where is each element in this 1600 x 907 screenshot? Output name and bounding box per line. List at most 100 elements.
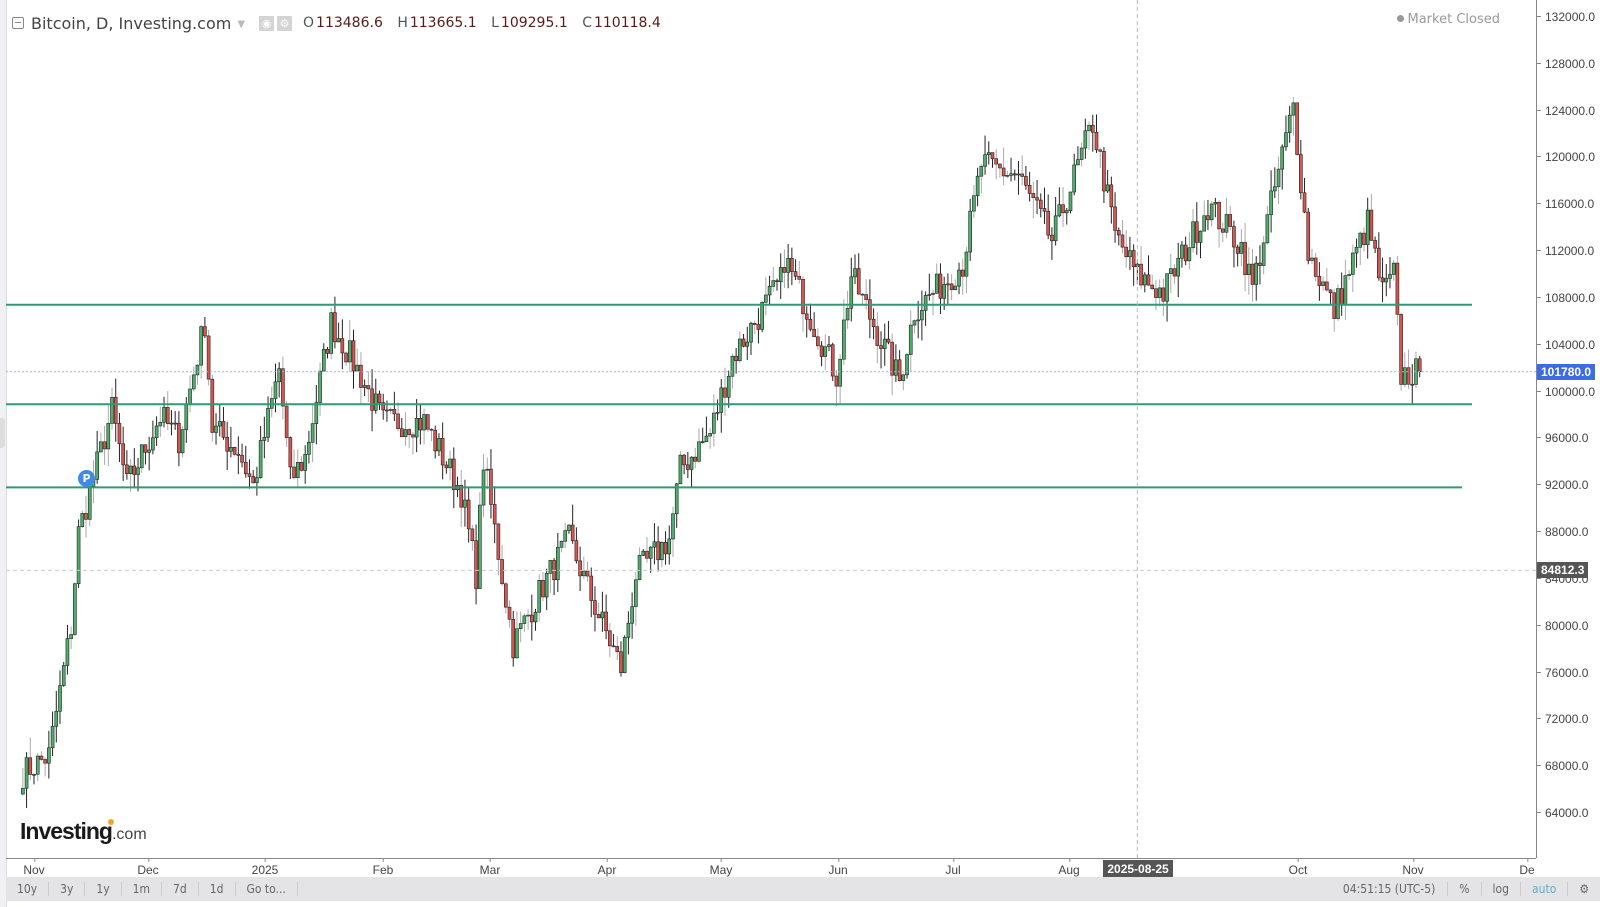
symbol-title[interactable]: Bitcoin, D, Investing.com (31, 13, 232, 33)
low-value: 109295.1 (500, 15, 568, 31)
y-tick-label: 128000.0 (1536, 57, 1595, 71)
candle-down (1243, 242, 1247, 275)
candle-down (1116, 230, 1121, 236)
status-dot-icon (1396, 15, 1404, 22)
range-10y-button[interactable]: 10y (6, 882, 50, 896)
candle-down (1339, 288, 1344, 306)
candle-up (47, 747, 51, 764)
candle-down (589, 575, 594, 601)
candle-up (537, 579, 542, 613)
candle-down (834, 375, 839, 387)
candle-up (934, 273, 939, 294)
range-3y-button[interactable]: 3y (49, 882, 86, 896)
candle-down (790, 258, 794, 272)
candle-down (351, 340, 356, 372)
y-tick-label: 112000.0 (1536, 244, 1594, 258)
candle-up (147, 449, 151, 453)
side-panel-handle[interactable] (0, 418, 5, 448)
candle-up (35, 755, 40, 775)
gear-icon[interactable]: ⚙ (277, 15, 293, 31)
candle-down (1172, 268, 1177, 277)
settings-gear-icon[interactable]: ⚙ (1567, 882, 1600, 896)
candle-down (451, 458, 456, 490)
candle-up (136, 467, 140, 475)
candle-up (1009, 173, 1013, 176)
candle-down (1232, 226, 1236, 248)
candle-up (1261, 242, 1266, 266)
candle-up (767, 285, 772, 296)
y-tick-label: 108000.0 (1536, 291, 1595, 305)
candle-up (842, 319, 846, 360)
candle-up (362, 385, 367, 388)
candle-down (221, 421, 226, 438)
candle-down (960, 269, 965, 277)
candle-down (1221, 228, 1225, 233)
clock-time[interactable]: 04:51:15 (UTC-5) (1342, 882, 1436, 896)
goto-button[interactable]: Go to... (236, 882, 298, 896)
last-price-badge: 101780.0 (1537, 363, 1596, 380)
candle-down (793, 271, 798, 277)
visibility-icon[interactable]: ◉ (259, 15, 275, 31)
candle-down (1258, 262, 1262, 266)
range-1m-button[interactable]: 1m (122, 882, 163, 896)
candle-down (496, 523, 501, 560)
candle-up (760, 302, 764, 330)
event-marker-p[interactable]: P (78, 470, 95, 487)
log-toggle[interactable]: log (1480, 882, 1520, 896)
y-tick-label: 88000.0 (1536, 525, 1588, 539)
candle-up (648, 546, 653, 559)
range-1d-button[interactable]: 1d (199, 882, 236, 896)
candle-up (515, 628, 519, 659)
candle-up (199, 326, 203, 366)
candle-up (1310, 257, 1314, 261)
candle-down (994, 158, 998, 165)
x-axis[interactable] (6, 858, 1536, 859)
candle-up (162, 407, 166, 423)
candle-up (1284, 132, 1288, 148)
candle-up (1351, 252, 1355, 275)
candle-down (366, 385, 371, 390)
candle-down (585, 570, 590, 577)
candle-up (901, 374, 906, 381)
y-axis[interactable] (1536, 0, 1537, 858)
chart-frame (6, 0, 1600, 907)
range-7d-button[interactable]: 7d (162, 882, 199, 896)
candle-down (325, 349, 330, 354)
market-status: Market Closed (1396, 12, 1500, 27)
candle-down (232, 447, 237, 455)
crosshair-date-badge: 2025-08-25 (1103, 860, 1173, 878)
candle-down (117, 423, 122, 445)
candle-down (1139, 263, 1143, 286)
auto-toggle[interactable]: auto (1520, 882, 1567, 896)
candle-down (808, 318, 813, 330)
candle-down (418, 417, 423, 431)
candle-up (21, 787, 25, 795)
candle-up (1388, 274, 1392, 279)
candle-up (946, 283, 950, 286)
range-1y-button[interactable]: 1y (85, 882, 122, 896)
candle-up (255, 477, 259, 484)
candle-down (1313, 257, 1318, 277)
candle-down (236, 454, 241, 456)
candle-down (1377, 247, 1381, 279)
candle-down (39, 755, 44, 760)
candle-up (95, 451, 99, 480)
candle-down (288, 437, 293, 468)
percent-toggle[interactable]: % (1447, 882, 1480, 896)
candle-up (1280, 146, 1285, 170)
candle-up (1083, 130, 1088, 149)
candle-up (979, 165, 984, 177)
x-tick-label: Feb (373, 858, 393, 877)
candle-up (533, 611, 538, 623)
chevron-down-icon[interactable]: ▼ (237, 18, 246, 30)
candle-up (217, 421, 222, 427)
collapse-legend-icon[interactable] (12, 17, 24, 29)
candle-up (58, 685, 62, 712)
candle-down (1161, 287, 1166, 302)
candle-up (1157, 287, 1162, 298)
candle-up (957, 269, 961, 287)
candle-up (986, 152, 991, 155)
candle-down (734, 355, 738, 361)
candle-up (1168, 268, 1173, 274)
